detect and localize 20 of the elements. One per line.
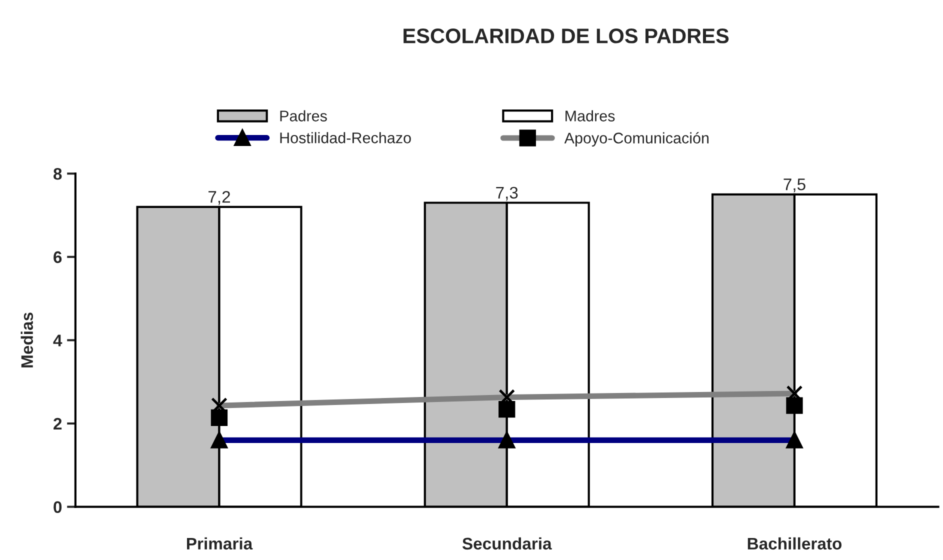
y-tick-label: 6 xyxy=(54,251,62,264)
data-label: 7,5 xyxy=(784,178,806,192)
x-tick-label: Primaria xyxy=(187,537,253,550)
point xyxy=(498,401,516,418)
y-tick-label: 8 xyxy=(54,168,62,180)
y-tick-label: 0 xyxy=(54,501,62,514)
legend-label: Padres xyxy=(280,110,327,122)
chart-title: ESCOLARIDAD DE LOS PADRES xyxy=(404,28,729,44)
data-label: 7,3 xyxy=(496,186,518,201)
point xyxy=(786,397,803,414)
y-tick-label: 2 xyxy=(54,418,62,430)
point xyxy=(210,409,228,426)
x-tick-label: Secundaria xyxy=(462,537,552,550)
y-tick-label: 4 xyxy=(53,334,62,346)
data-label: 7,2 xyxy=(208,190,230,205)
y-axis-title: Medias xyxy=(20,312,34,368)
legend-label: Hostilidad-Rechazo xyxy=(280,132,411,144)
x-tick-label: Bachillerato xyxy=(748,537,842,550)
legend-label: Madres xyxy=(566,110,615,122)
legend-label: Apoyo-Comunicación xyxy=(564,132,709,147)
